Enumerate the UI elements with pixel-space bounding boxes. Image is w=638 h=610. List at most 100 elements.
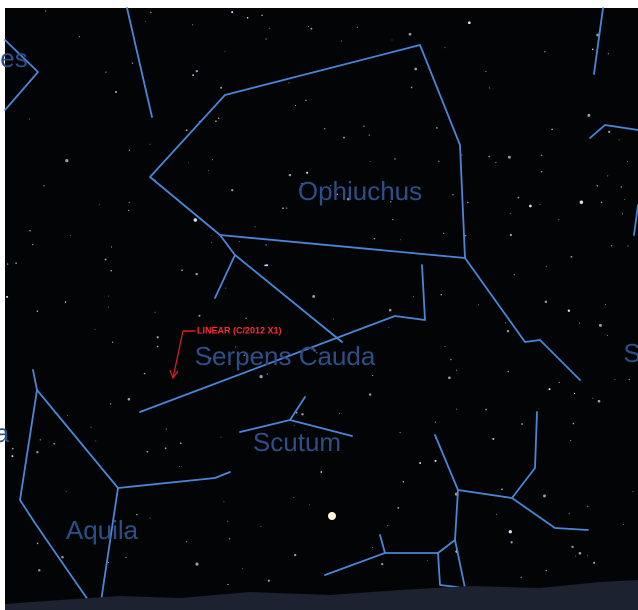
star [464,234,467,237]
star [195,69,198,73]
star [608,130,611,134]
star [288,82,290,84]
star [149,517,151,519]
star [448,376,451,380]
star [399,432,401,434]
star [444,47,446,49]
star [368,134,370,136]
constellation-line [589,124,638,139]
star [363,125,365,127]
star [347,197,350,201]
star [227,520,229,522]
star [64,301,67,303]
star [128,209,130,212]
star [107,295,109,297]
star [610,245,613,247]
star [146,450,149,453]
star [15,262,17,265]
star [587,113,591,117]
star [308,26,310,28]
star [193,218,198,222]
aquila-line [99,487,119,609]
star [545,265,547,267]
star [156,336,159,339]
star [572,422,575,425]
star [336,193,339,195]
star [78,36,81,38]
star [392,218,394,221]
comet-arrowhead [169,369,179,380]
star [545,569,547,572]
star [571,545,574,549]
star [231,11,234,14]
star [444,345,446,347]
star [372,375,374,376]
star [513,274,515,276]
star [282,207,284,210]
star [223,501,225,503]
star [6,263,9,265]
star [438,160,440,162]
star [179,442,182,445]
bright-star [328,512,336,520]
star [301,413,304,416]
star [110,270,112,272]
star [209,357,212,360]
sky-background [5,8,638,610]
star [573,392,576,395]
star [224,51,226,53]
star [607,335,608,337]
star [505,322,507,324]
star [231,188,234,192]
star [286,207,288,209]
star [188,162,189,164]
star [143,372,146,375]
star [520,576,522,579]
star [43,185,45,187]
star [485,408,487,411]
star [11,447,14,450]
star [623,524,625,526]
star [575,555,577,557]
star [456,408,458,410]
constellation-line [324,552,386,576]
star [397,506,400,509]
star [621,213,623,215]
star [195,272,198,276]
star [111,246,113,248]
star [539,203,541,205]
constellation-label: S [623,338,638,368]
star [65,159,69,163]
star [558,219,560,220]
constellation-label: Aquila [66,515,139,545]
constellation-lines [4,7,638,610]
star [578,552,582,555]
star [220,86,223,89]
star [592,397,594,399]
star [264,264,267,267]
star [510,541,513,544]
star [225,287,227,289]
star [217,117,220,120]
star [98,204,100,206]
star [368,393,372,396]
star [426,560,428,561]
star [570,440,572,442]
star [181,269,183,272]
star [6,295,9,298]
star [567,309,571,312]
star [127,397,131,401]
star [267,579,270,582]
star [587,505,589,507]
star [509,212,511,214]
star [90,426,92,428]
star [305,99,307,102]
star [618,139,620,141]
star [626,161,628,162]
star [265,38,267,40]
star [388,308,392,312]
star [544,51,546,53]
constellation-label: a [0,418,10,448]
star [434,459,437,462]
star [419,462,422,465]
